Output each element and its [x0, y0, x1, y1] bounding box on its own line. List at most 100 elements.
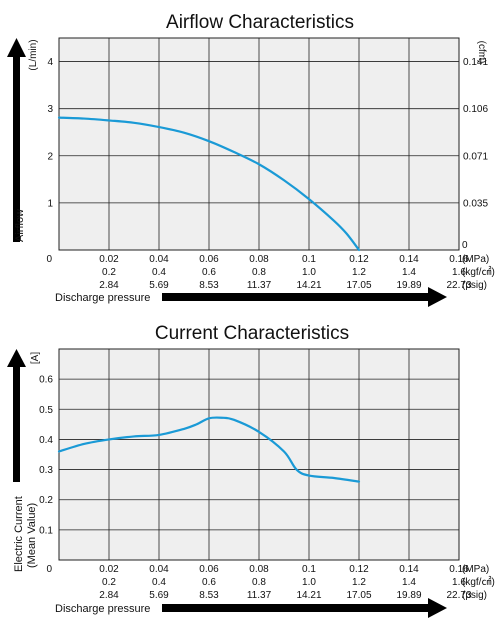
x-tick-label: 22.73	[446, 590, 471, 601]
x-tick-label: 0.08	[249, 254, 269, 265]
y-tick-label: 1	[47, 198, 53, 209]
origin-label-left: 0	[46, 254, 52, 265]
y2-tick-label: 0.071	[463, 151, 488, 162]
x-tick-label: 1.0	[302, 267, 316, 278]
x-axis-ticks: 0.02 0.04 0.06 0.08 0.1 0.12 0.14 0.16(MPa) 0.2 0…	[99, 564, 495, 601]
x-tick-label: 0.14	[399, 564, 419, 575]
x-tick-label: 1.4	[402, 267, 416, 278]
y-axis-label: Airflow	[14, 209, 26, 242]
y-tick-label: 0.3	[39, 465, 53, 476]
x-tick-label: 0.6	[202, 577, 216, 588]
chart-title: Airflow Characteristics	[166, 12, 354, 33]
x-tick-label: 0.04	[149, 254, 169, 265]
y-axis-ticks: 1 2 3 4	[47, 57, 53, 209]
x-axis-arrow	[162, 598, 447, 618]
series-group	[57, 416, 361, 483]
grid	[59, 349, 459, 560]
x-axis-label: Discharge pressure	[55, 292, 150, 304]
chart-title: Current Characteristics	[155, 323, 349, 344]
x-tick-label: 0.4	[152, 267, 166, 278]
x-tick-label: 8.53	[199, 590, 219, 601]
x-tick-label: 11.37	[247, 280, 272, 291]
x-tick-label: 0.4	[152, 577, 166, 588]
x-tick-label: 0.12	[349, 564, 369, 575]
y2-tick-label: 0.141	[463, 57, 488, 68]
x-tick-label: 1.6	[452, 577, 466, 588]
y2-tick-label: 0.106	[463, 104, 488, 115]
x-tick-label: 0.1	[302, 564, 316, 575]
x-tick-label: 1.2	[352, 267, 366, 278]
y-tick-label: 0.1	[39, 525, 53, 536]
x-tick-label: 8.53	[199, 280, 219, 291]
x-tick-label: 0.16	[449, 564, 469, 575]
x-tick-label: 0.1	[302, 254, 316, 265]
x-tick-label: 2.84	[99, 280, 119, 291]
x-tick-label: 0.06	[199, 254, 219, 265]
x-unit-label: (psig)	[462, 280, 487, 291]
x-tick-label: 0.12	[349, 254, 369, 265]
x-tick-label: 5.69	[149, 280, 169, 291]
plot-border	[58, 37, 460, 251]
y2-tick-label: 0.035	[463, 198, 488, 209]
x-tick-label: 0.8	[252, 577, 266, 588]
x-tick-label: 14.21	[296, 280, 321, 291]
y-axis-unit: [A]	[30, 352, 41, 364]
x-axis-label: Discharge pressure	[55, 603, 150, 615]
y-tick-label: 0.5	[39, 405, 53, 416]
x-tick-label: 0.6	[202, 267, 216, 278]
x-unit-label: (MPa)	[462, 564, 489, 575]
y-tick-label: 2	[47, 151, 53, 162]
grid	[59, 38, 459, 250]
x-tick-label: 19.89	[396, 590, 421, 601]
x-tick-label: 5.69	[149, 590, 169, 601]
y2-axis-ticks: 0.035 0.071 0.106 0.141	[463, 57, 488, 209]
y-tick-label: 0.6	[39, 375, 53, 386]
x-tick-label: 0.06	[199, 564, 219, 575]
x-tick-label: 0.02	[99, 564, 119, 575]
x-tick-label: 0.8	[252, 267, 266, 278]
x-tick-label: 19.89	[396, 280, 421, 291]
y-axis-arrow	[7, 349, 26, 482]
x-tick-label: 0.04	[149, 564, 169, 575]
y-tick-label: 0.4	[39, 435, 53, 446]
y-axis-label-sub: (Mean Value)	[26, 503, 38, 568]
y2-axis-unit: (cfm)	[476, 41, 487, 64]
series-group	[57, 116, 361, 252]
origin-label-right: 0	[462, 240, 468, 251]
current-chart: Current Characteristics 0.10.20.30.40.50…	[7, 323, 495, 618]
x-tick-label: 0.14	[399, 254, 419, 265]
x-tick-label: 2.84	[99, 590, 119, 601]
x-tick-label: 17.05	[346, 590, 371, 601]
x-tick-label: 1.4	[402, 577, 416, 588]
series-line	[57, 116, 361, 252]
x-unit-label: (kgf/㎠)	[462, 266, 495, 278]
y-axis-unit: (L/min)	[28, 39, 39, 70]
x-tick-label: 17.05	[346, 280, 371, 291]
x-axis-ticks: 0.02 0.04 0.06 0.08 0.1 0.12 0.14 0.16(MPa) 0.2 0…	[99, 254, 495, 291]
series-line	[57, 416, 361, 483]
y-tick-label: 0.2	[39, 495, 53, 506]
y-axis-label: Electric Current	[13, 496, 25, 572]
x-tick-label: 0.02	[99, 254, 119, 265]
x-tick-label: 22.73	[446, 280, 471, 291]
x-axis-arrow	[162, 287, 447, 307]
x-tick-label: 1.6	[452, 267, 466, 278]
x-tick-label: 11.37	[247, 590, 272, 601]
x-unit-label: (kgf/㎠)	[462, 576, 495, 588]
x-tick-label: 0.2	[102, 267, 116, 278]
x-tick-label: 1.2	[352, 577, 366, 588]
y-axis-ticks: 0.1 0.2 0.3 0.4 0.5 0.6	[39, 375, 53, 537]
x-tick-label: 14.21	[296, 590, 321, 601]
origin-label-left: 0	[46, 564, 52, 575]
x-unit-label: (psig)	[462, 590, 487, 601]
x-tick-label: 1.0	[302, 577, 316, 588]
plot-border	[58, 348, 460, 561]
x-unit-label: (MPa)	[462, 254, 489, 265]
y-tick-label: 3	[47, 104, 53, 115]
y-axis-arrow	[7, 38, 26, 242]
x-tick-label: 0.2	[102, 577, 116, 588]
y-tick-label: 4	[47, 57, 53, 68]
x-tick-label: 0.08	[249, 564, 269, 575]
